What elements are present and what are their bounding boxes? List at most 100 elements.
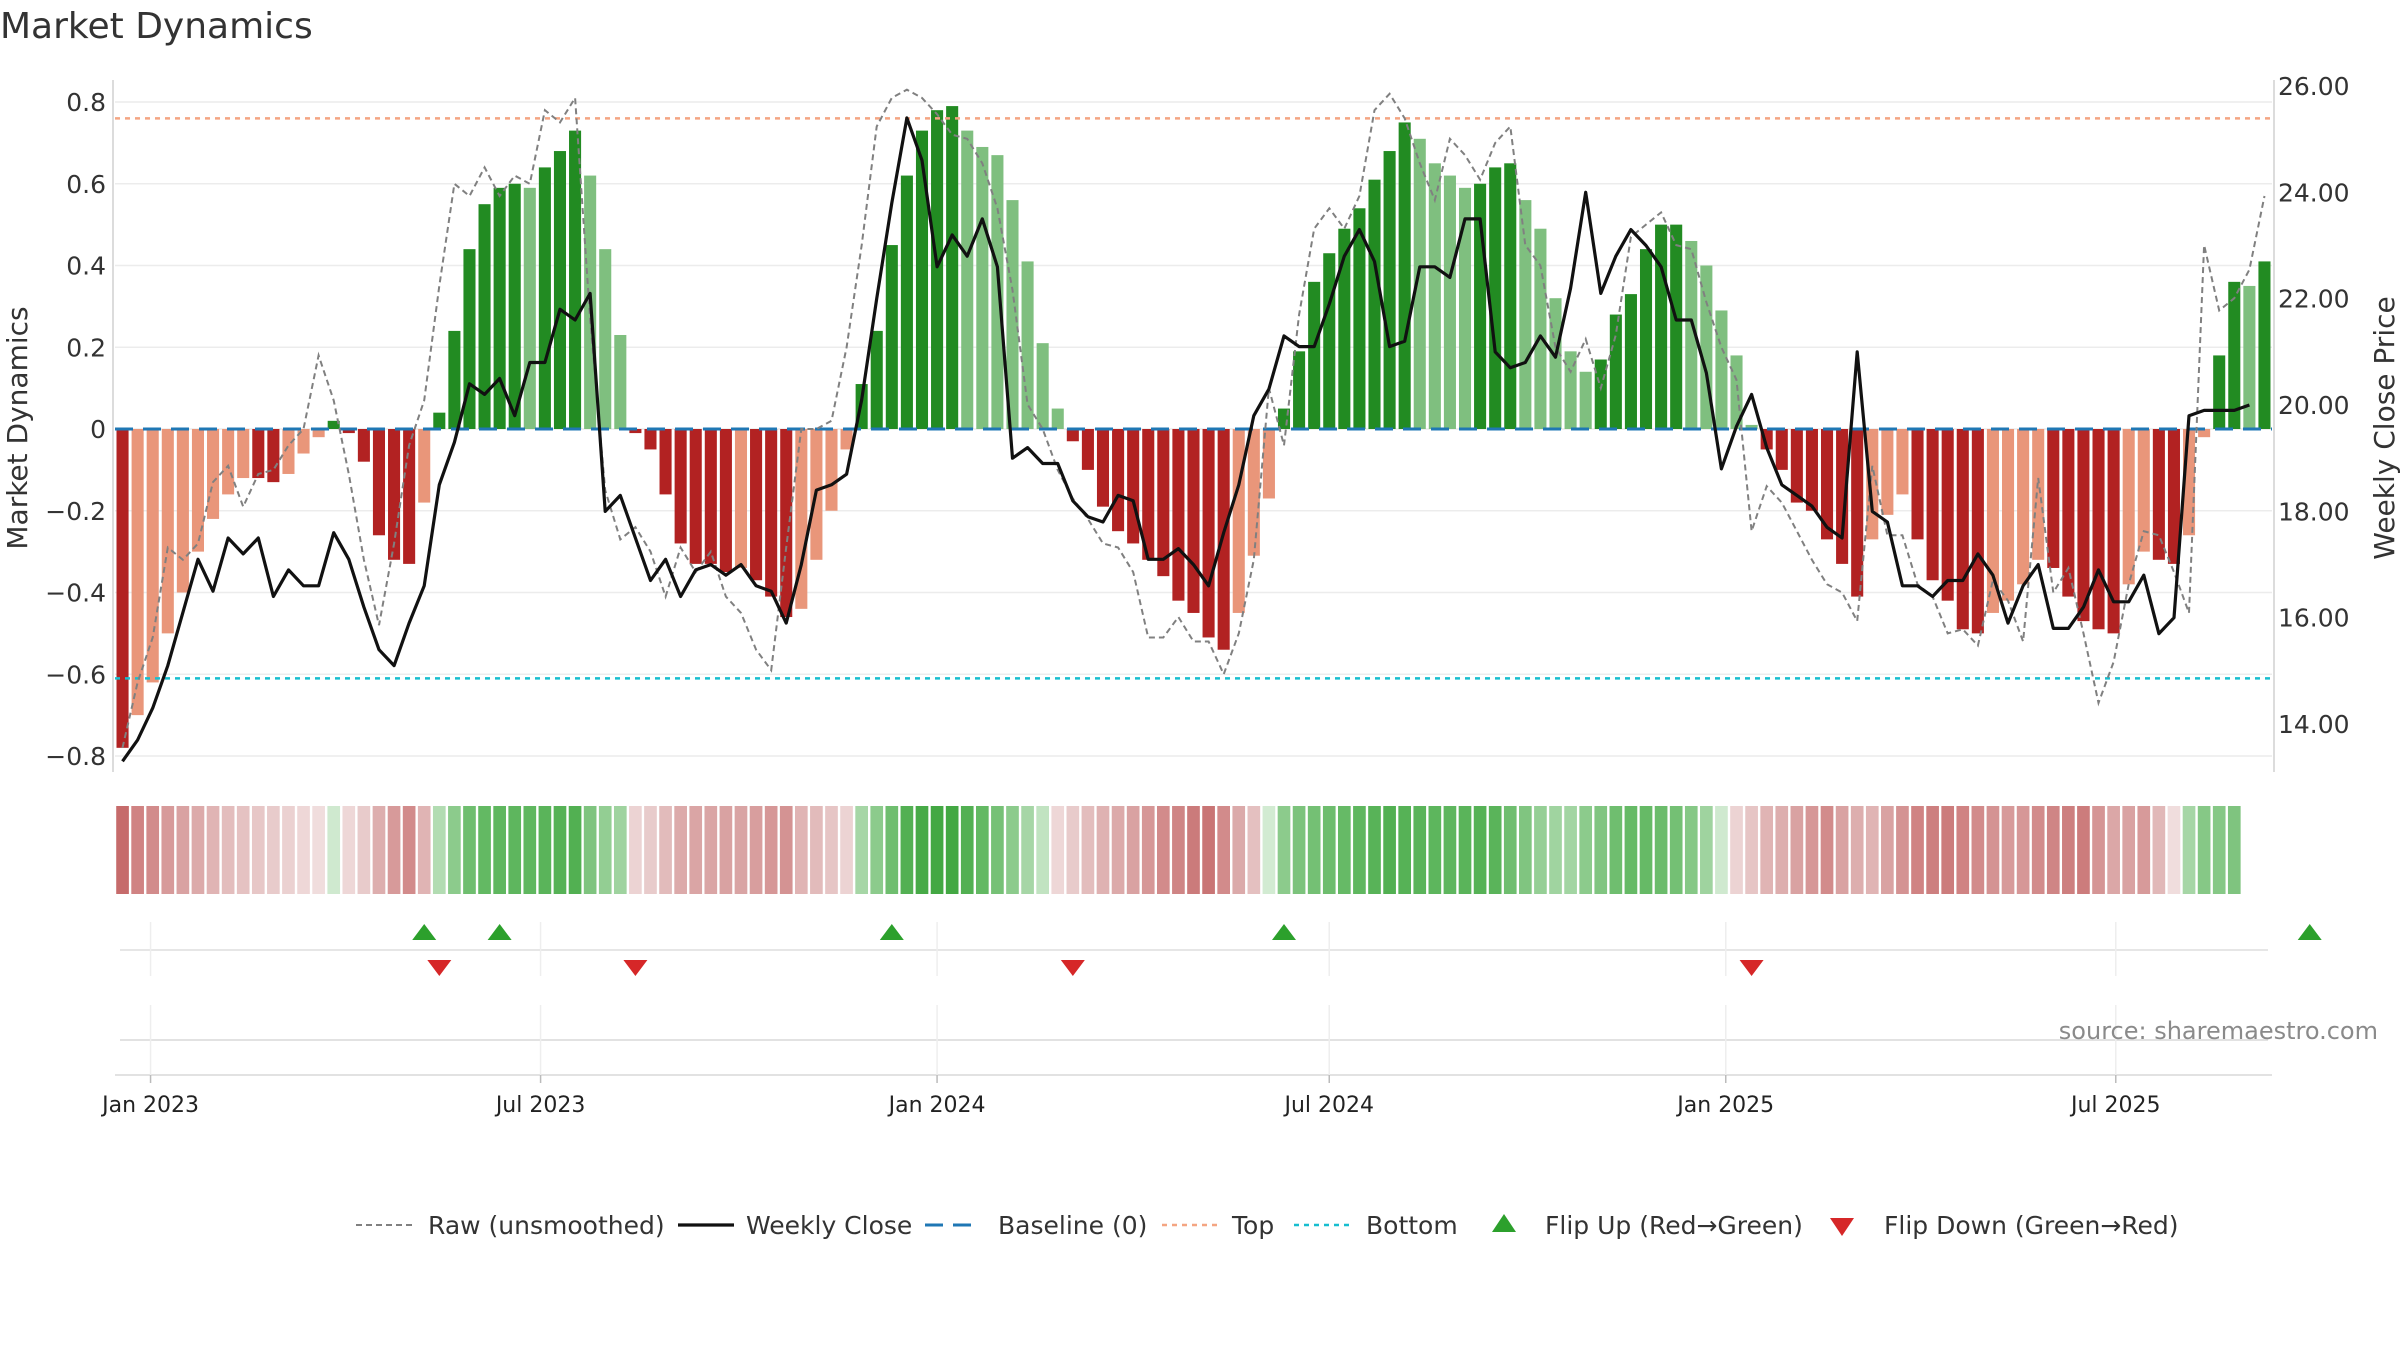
momentum-bar	[659, 429, 672, 495]
momentum-bar	[2092, 429, 2105, 630]
momentum-bar	[418, 429, 431, 503]
momentum-bar	[176, 429, 189, 593]
regime-strip-cell	[357, 806, 371, 894]
momentum-bar	[734, 429, 748, 568]
regime-strip-cell	[2031, 806, 2045, 894]
y-left-tick-label: −0.8	[45, 742, 106, 771]
momentum-bar	[2243, 285, 2256, 429]
momentum-bar	[1202, 429, 1215, 638]
regime-strip-cell	[583, 806, 597, 894]
regime-strip-cell	[463, 806, 476, 894]
regime-strip-cell	[975, 806, 989, 894]
momentum-bar	[1247, 429, 1260, 556]
momentum-bar	[1021, 261, 1034, 429]
regime-strip-cell	[1549, 806, 1562, 894]
momentum-bar	[357, 429, 370, 462]
legend-label: Top	[1231, 1211, 1274, 1240]
momentum-bar	[1504, 163, 1517, 429]
regime-strip-cell	[1353, 806, 1366, 894]
momentum-bar	[795, 429, 808, 609]
regime-strip-cell	[1911, 806, 1924, 894]
regime-strip-cell	[2062, 806, 2075, 894]
regime-strip-cell	[2137, 806, 2151, 894]
regime-strip-cell	[523, 806, 537, 894]
regime-strip-cell	[1398, 806, 1412, 894]
momentum-bar	[1624, 294, 1637, 429]
regime-strip-cell	[236, 806, 250, 894]
regime-strip-cell	[1609, 806, 1623, 894]
regime-strip-cell	[1322, 806, 1336, 894]
momentum-bar	[297, 429, 310, 454]
axes: 0.8 0.6 0.4 0.2 0 −0.2 −0.4 −0.6 −0.8 26.00 24.00 2…	[45, 72, 2350, 772]
momentum-bar	[1956, 429, 1969, 630]
momentum-bar	[433, 412, 446, 429]
momentum-bar	[282, 429, 295, 474]
y-left-tick-label: 0.2	[66, 333, 106, 362]
momentum-bar	[900, 175, 913, 429]
regime-strip-cell	[1292, 806, 1306, 894]
regime-strip-cell	[2152, 806, 2166, 894]
momentum-bar	[1564, 351, 1577, 429]
momentum-bar	[116, 429, 129, 748]
regime-strip-cell	[387, 806, 401, 894]
momentum-bar	[523, 187, 536, 429]
chart-title: Market Dynamics	[0, 6, 313, 47]
flip-down-marker	[427, 960, 452, 976]
momentum-bar	[1745, 424, 1758, 429]
momentum-bar	[991, 155, 1004, 429]
regime-strip-cell	[674, 806, 687, 894]
regime-strip-cell	[327, 806, 341, 894]
regime-strip-cell	[432, 806, 446, 894]
momentum-bar	[961, 130, 974, 430]
regime-strip-cell	[282, 806, 295, 894]
momentum-bar	[1549, 298, 1562, 429]
flip-down-marker	[623, 960, 648, 976]
y-right-tick-label: 22.00	[2278, 285, 2350, 314]
regime-strip-cell	[2167, 806, 2181, 894]
regime-strip-cell	[1021, 806, 1034, 894]
momentum-bar	[1971, 429, 1984, 634]
regime-strip-cell	[1654, 806, 1668, 894]
momentum-bar	[553, 151, 567, 430]
y-right-tick-label: 24.00	[2278, 178, 2350, 207]
momentum-bar	[207, 429, 220, 519]
regime-strip-cell	[2197, 806, 2211, 894]
y-left-tick-label: −0.6	[45, 660, 106, 689]
momentum-bar	[1881, 429, 1894, 515]
regime-strip-cell	[553, 806, 567, 894]
momentum-bar	[1443, 175, 1456, 429]
regime-strip-cell	[1835, 806, 1849, 894]
regime-strip-cell	[1473, 806, 1487, 894]
regime-strip-cell	[1865, 806, 1879, 894]
legend-flip-down-swatch	[1830, 1218, 1854, 1236]
regime-strip-cell	[659, 806, 672, 894]
legend-label: Weekly Close	[746, 1211, 912, 1240]
regime-strip	[116, 806, 2241, 894]
regime-strip-cell	[930, 806, 944, 894]
regime-strip-cell	[794, 806, 808, 894]
momentum-bar	[1127, 429, 1140, 544]
x-tick-label: Jul 2023	[494, 1093, 586, 1118]
momentum-bar	[2001, 429, 2015, 601]
series-lines	[121, 88, 2266, 763]
regime-strip-cell	[719, 806, 733, 894]
regime-strip-cell	[2227, 806, 2241, 894]
momentum-bar	[1066, 429, 1079, 442]
momentum-bar	[1428, 163, 1441, 429]
momentum-bar	[1655, 224, 1668, 429]
momentum-bar	[1790, 429, 1803, 503]
legend-label: Baseline (0)	[998, 1211, 1147, 1240]
raw-line	[121, 88, 2266, 749]
regime-strip-cell	[1534, 806, 1547, 894]
regime-strip-cell	[734, 806, 748, 894]
regime-strip-cell	[1519, 806, 1532, 894]
regime-strip-cell	[1081, 806, 1095, 894]
momentum-bar	[976, 146, 989, 429]
regime-strip-cell	[161, 806, 175, 894]
momentum-bar	[750, 429, 763, 581]
momentum-bar	[1081, 429, 1094, 470]
y-right-tick-label: 16.00	[2278, 604, 2350, 633]
regime-strip-cell	[1383, 806, 1396, 894]
flip-up-marker	[487, 924, 512, 940]
